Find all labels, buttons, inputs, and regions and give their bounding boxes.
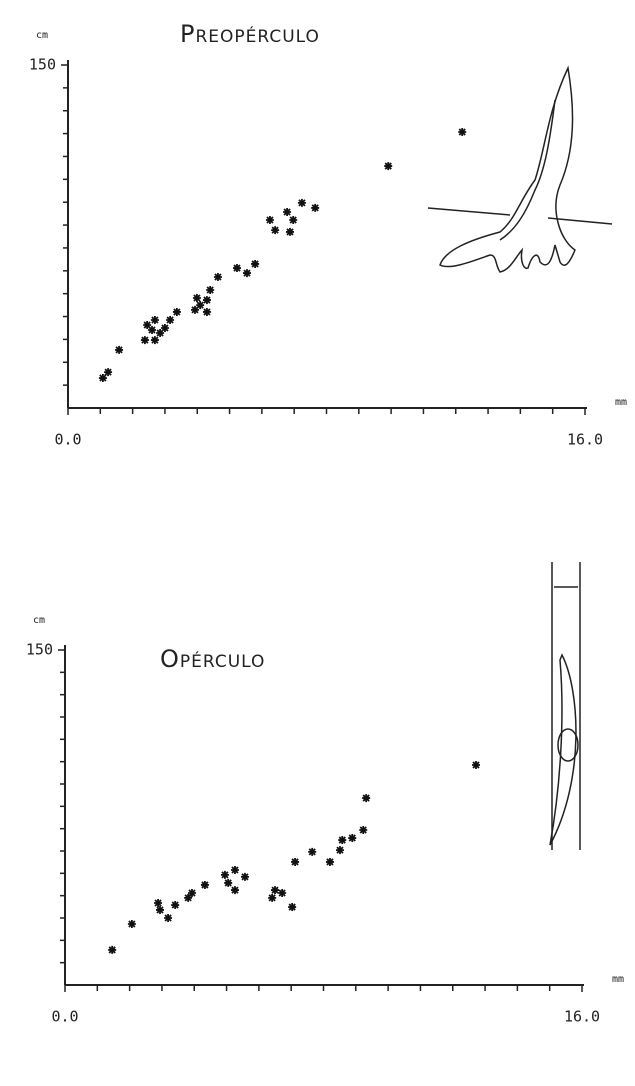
x-tick-label: 16.0 [567, 431, 603, 449]
data-point [190, 305, 199, 314]
x-tick-label: 0.0 [54, 431, 81, 449]
data-point [265, 216, 274, 225]
data-point [104, 368, 113, 377]
y-tick-label: 150 [29, 56, 56, 74]
data-point [297, 198, 306, 207]
data-point [311, 203, 320, 212]
data-point [230, 886, 239, 895]
data-point [338, 836, 347, 845]
data-point [220, 870, 229, 879]
data-point [160, 323, 169, 332]
data-point [187, 888, 196, 897]
x-unit: mm [612, 974, 624, 985]
data-point [251, 259, 260, 268]
data-point [213, 272, 222, 281]
data-point [271, 226, 280, 235]
data-point [172, 307, 181, 316]
data-point [289, 216, 298, 225]
data-point [154, 899, 163, 908]
data-point [150, 336, 159, 345]
data-point [291, 857, 300, 866]
data-point [285, 227, 294, 236]
data-point [232, 264, 241, 273]
preopercle-drawing [427, 65, 613, 273]
data-point [184, 893, 193, 902]
data-point [308, 847, 317, 856]
data-point [325, 857, 334, 866]
data-point [156, 328, 165, 337]
data-point [384, 162, 393, 171]
data-point [192, 294, 201, 303]
data-point [202, 296, 211, 305]
x-unit: mm [615, 397, 627, 408]
data-point [359, 826, 368, 835]
data-point [171, 901, 180, 910]
data-point [98, 374, 107, 383]
chart-title: Preopérculo [180, 20, 320, 48]
data-point [288, 903, 297, 912]
data-point [108, 945, 117, 954]
data-point [224, 878, 233, 887]
data-point [140, 336, 149, 345]
data-point [278, 888, 287, 897]
x-tick-label: 16.0 [564, 1008, 600, 1026]
data-point [271, 886, 280, 895]
data-point [148, 326, 157, 335]
data-point [458, 127, 467, 136]
data-point [115, 345, 124, 354]
y-unit: cm [36, 30, 48, 41]
y-unit: cm [33, 615, 45, 626]
data-point [243, 269, 252, 278]
data-point [166, 315, 175, 324]
data-point [268, 893, 277, 902]
data-point [200, 880, 209, 889]
data-point [335, 846, 344, 855]
data-point [362, 794, 371, 803]
data-point [143, 320, 152, 329]
data-point [240, 872, 249, 881]
data-point [127, 920, 136, 929]
data-point [164, 914, 173, 922]
opercle-drawing [549, 562, 581, 850]
x-tick-label: 0.0 [51, 1008, 78, 1026]
y-tick-label: 150 [26, 641, 53, 659]
data-point [150, 315, 159, 324]
data-point [230, 865, 239, 874]
data-point [155, 905, 164, 914]
data-point [202, 307, 211, 316]
data-point [348, 834, 357, 843]
data-point [283, 208, 292, 217]
chart-title: Opérculo [160, 645, 265, 673]
data-point [472, 761, 481, 770]
data-point [206, 286, 215, 295]
data-point [196, 301, 205, 310]
